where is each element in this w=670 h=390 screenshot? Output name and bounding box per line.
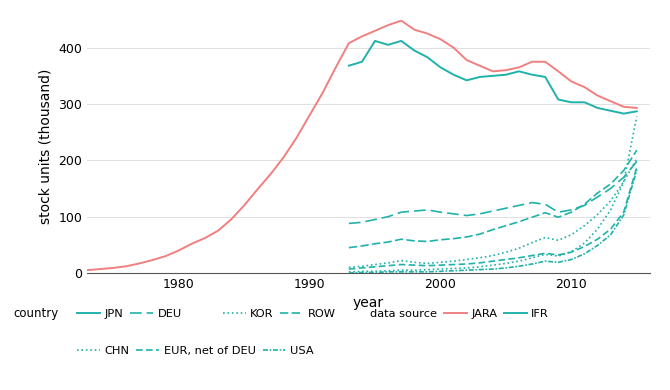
X-axis label: year: year xyxy=(353,296,384,310)
Text: country: country xyxy=(13,307,59,321)
Legend: JPN, DEU, , KOR, ROW, data source, JARA, IFR: JPN, DEU, , KOR, ROW, data source, JARA,… xyxy=(72,305,553,324)
Y-axis label: stock units (thousand): stock units (thousand) xyxy=(39,69,53,224)
Legend: CHN, EUR, net of DEU, USA: CHN, EUR, net of DEU, USA xyxy=(72,342,318,361)
